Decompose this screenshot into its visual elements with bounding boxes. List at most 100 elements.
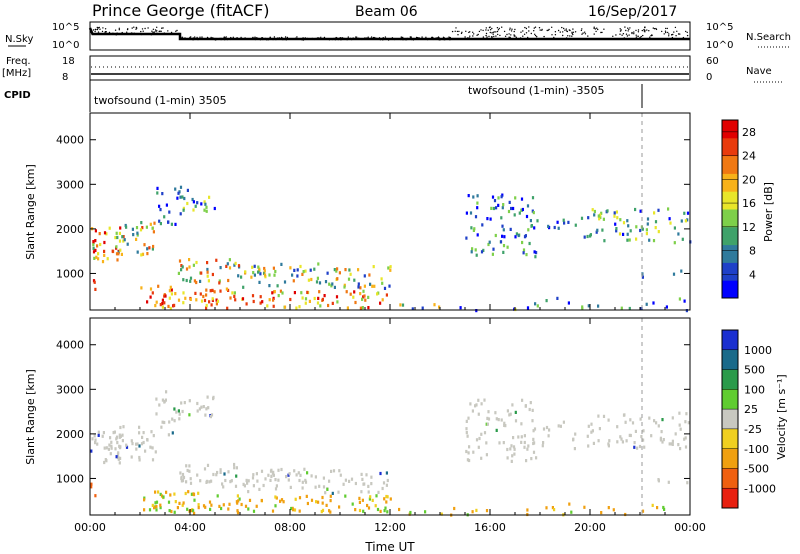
nsky-point: [273, 38, 275, 41]
heatmap-cell: [542, 427, 546, 431]
heatmap-cell: [531, 408, 534, 412]
nsky-point: [628, 28, 630, 31]
nsky-point: [176, 29, 178, 32]
heatmap-cell: [308, 299, 311, 303]
heatmap-cell: [626, 219, 629, 223]
heatmap-cell: [210, 303, 213, 307]
heatmap-cell: [344, 478, 347, 482]
nsky-point: [402, 39, 404, 41]
nsky-point: [124, 33, 126, 35]
heatmap-cell: [277, 294, 280, 298]
nsky-point: [254, 36, 256, 38]
heatmap-cell: [590, 430, 593, 434]
heatmap-cell: [671, 416, 674, 420]
heatmap-cell: [642, 438, 645, 442]
nsky-point: [646, 29, 648, 31]
x-tick-label: 04:00: [174, 521, 206, 534]
heatmap-cell: [188, 399, 191, 403]
heatmap-cell: [92, 250, 96, 254]
heatmap-cell: [215, 298, 218, 302]
heatmap-cell: [138, 425, 141, 429]
heatmap-cell: [512, 206, 515, 211]
heatmap-cell: [255, 504, 258, 508]
heatmap-cell: [253, 273, 256, 277]
heatmap-cell: [683, 211, 686, 215]
nsky-point: [378, 37, 381, 39]
heatmap-cell: [382, 481, 386, 485]
heatmap-cell: [180, 475, 183, 479]
heatmap-cell: [386, 495, 389, 499]
heatmap-cell: [179, 471, 182, 475]
nsky-point: [686, 34, 689, 37]
nsky-point: [135, 28, 137, 30]
heatmap-cell: [93, 256, 96, 260]
freq-tick-bottom: 8: [62, 72, 68, 83]
heatmap-cell: [503, 421, 506, 425]
heatmap-cell: [671, 439, 674, 443]
heatmap-cell: [180, 401, 183, 405]
nsky-point: [261, 37, 264, 39]
power-panel-bg: [90, 113, 690, 310]
heatmap-cell: [146, 438, 149, 442]
nsky-point: [335, 36, 337, 39]
heatmap-cell: [476, 233, 479, 237]
nsky-point: [644, 26, 646, 29]
heatmap-cell: [301, 480, 304, 484]
heatmap-cell: [259, 272, 262, 276]
nsky-point: [655, 27, 657, 30]
heatmap-cell: [179, 195, 182, 199]
heatmap-cell: [199, 479, 202, 483]
heatmap-cell: [96, 244, 99, 248]
heatmap-cell: [512, 436, 515, 440]
heatmap-cell: [298, 496, 302, 500]
heatmap-cell: [357, 268, 360, 272]
heatmap-cell: [200, 271, 203, 275]
heatmap-cell: [194, 204, 197, 208]
nsky-point: [666, 27, 668, 30]
heatmap-cell: [188, 258, 191, 262]
heatmap-cell: [140, 286, 143, 290]
heatmap-cell: [268, 273, 271, 277]
heatmap-cell: [347, 277, 351, 281]
heatmap-cell: [501, 234, 504, 238]
heatmap-cell: [616, 440, 619, 444]
heatmap-cell: [131, 227, 134, 231]
heatmap-cell: [545, 506, 548, 510]
heatmap-cell: [141, 252, 145, 256]
heatmap-cell: [483, 431, 487, 435]
nsky-point: [633, 33, 635, 35]
heatmap-cell: [146, 247, 149, 251]
nsky-point: [210, 36, 212, 39]
heatmap-cell: [677, 443, 680, 447]
heatmap-cell: [226, 306, 229, 310]
nsky-point: [472, 31, 474, 33]
heatmap-cell: [186, 201, 189, 206]
velocity-heatmap: [90, 390, 690, 517]
nsky-point: [215, 37, 217, 40]
heatmap-cell: [234, 298, 237, 302]
heatmap-cell: [243, 484, 246, 488]
nsky-point: [283, 38, 285, 41]
heatmap-cell: [421, 306, 424, 310]
nsky-point: [343, 38, 345, 40]
heatmap-cell: [136, 231, 139, 235]
heatmap-cell: [381, 486, 384, 491]
nsky-point: [108, 31, 111, 34]
nsky-point: [491, 36, 493, 38]
cpid-label: CPID: [4, 90, 31, 101]
heatmap-cell: [433, 303, 436, 307]
heatmap-cell: [300, 291, 303, 295]
heatmap-cell: [345, 290, 348, 294]
heatmap-cell: [161, 398, 164, 402]
heatmap-cell: [210, 413, 214, 417]
heatmap-cell: [487, 410, 490, 414]
heatmap-cell: [266, 304, 269, 308]
nave-tick-top: 60: [706, 56, 719, 67]
heatmap-cell: [635, 225, 638, 229]
heatmap-cell: [183, 196, 186, 201]
nsky-point: [497, 33, 499, 36]
heatmap-cell: [562, 218, 565, 222]
beam-title: Beam 06: [355, 4, 418, 20]
nsky-point: [92, 29, 95, 31]
heatmap-cell: [633, 441, 636, 445]
